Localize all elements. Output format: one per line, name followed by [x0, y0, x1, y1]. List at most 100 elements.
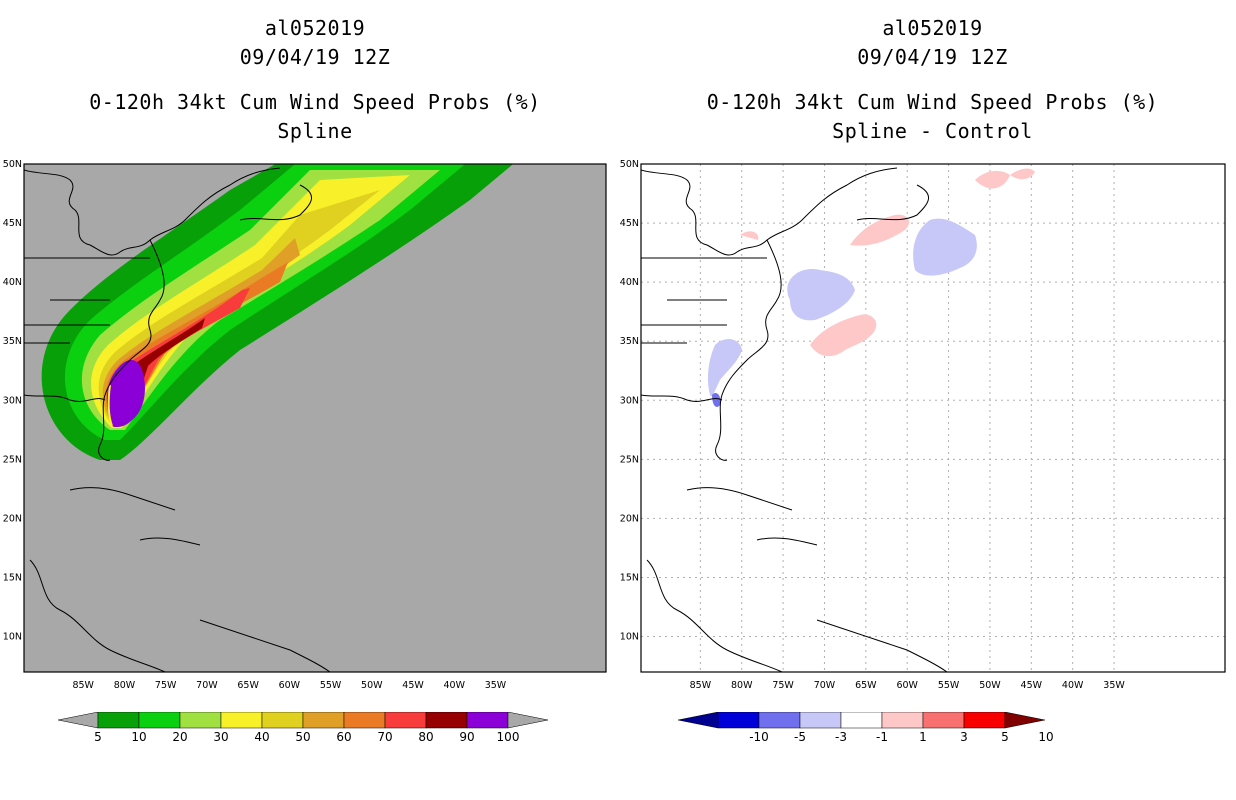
- colorbar-label: 70: [377, 730, 392, 744]
- lat-label: 15N: [3, 572, 22, 583]
- colorbar-label: 90: [459, 730, 474, 744]
- lon-label: 85W: [72, 680, 94, 690]
- lat-label: 15N: [620, 572, 639, 583]
- colorbar-label: 5: [1001, 730, 1009, 744]
- colorbar-swatch: [425, 712, 468, 729]
- left-lat-labels: 50N 45N 40N 35N 30N 25N 20N 15N 10N: [3, 159, 22, 643]
- lat-label: 40N: [620, 277, 639, 288]
- colorbar-swatch: [179, 712, 222, 729]
- colorbar-swatch: [466, 712, 509, 729]
- lon-label: 80W: [114, 680, 136, 690]
- colorbar-low-arrow: [677, 712, 719, 729]
- colorbar-label: 10: [131, 730, 146, 744]
- colorbar-label: -10: [749, 730, 769, 744]
- lat-label: 20N: [3, 513, 22, 524]
- lat-label: 45N: [620, 218, 639, 229]
- colorbar-swatch: [840, 712, 883, 729]
- right-datetime: 09/04/19 12Z: [857, 45, 1008, 69]
- left-map-panel: 50N 45N 40N 35N 30N 25N 20N 15N 10N 85W 80W 75W 70W…: [3, 159, 607, 690]
- lat-label: 30N: [3, 395, 22, 406]
- left-map-frame: [23, 163, 607, 673]
- colorbar-swatch: [97, 712, 140, 729]
- right-coastlines: [641, 167, 948, 672]
- lat-label: 25N: [620, 454, 639, 465]
- colorbar-label: 1: [919, 730, 927, 744]
- right-product: 0-120h 34kt Cum Wind Speed Probs (%): [706, 90, 1159, 114]
- right-map-panel: 50N 45N 40N 35N 30N 25N 20N 15N 10N 85W 80W 75W 70W…: [620, 159, 1226, 690]
- lon-label: 75W: [155, 680, 177, 690]
- right-difference-field: [707, 168, 1035, 407]
- right-lat-labels: 50N 45N 40N 35N 30N 25N 20N 15N 10N: [620, 159, 639, 643]
- lon-label: 65W: [855, 680, 877, 690]
- left-title: al052019 09/04/19 12Z 0-120h 34kt Cum Wi…: [24, 14, 606, 146]
- lon-label: 65W: [237, 680, 259, 690]
- right-title: al052019 09/04/19 12Z 0-120h 34kt Cum Wi…: [640, 14, 1225, 146]
- left-storm-id: al052019: [264, 16, 366, 40]
- colorbar-swatch: [717, 712, 760, 729]
- left-lon-labels: 85W 80W 75W 70W 65W 60W 55W 50W 45W 40W 35W: [72, 680, 506, 690]
- colorbar-swatch: [343, 712, 386, 729]
- lon-label: 40W: [1062, 680, 1084, 690]
- colorbar-label: -5: [794, 730, 806, 744]
- colorbar-label: 60: [336, 730, 351, 744]
- colorbar-label: 10: [1038, 730, 1053, 744]
- colorbar-swatch: [138, 712, 181, 729]
- colorbar-label: 30: [213, 730, 228, 744]
- lat-label: 10N: [3, 632, 22, 643]
- lat-label: 50N: [620, 159, 639, 170]
- lon-label: 85W: [690, 680, 712, 690]
- left-probability-swath: [41, 164, 514, 460]
- lon-label: 60W: [279, 680, 301, 690]
- colorbar-label: 50: [295, 730, 310, 744]
- lat-label: 35N: [620, 336, 639, 347]
- lat-label: 25N: [3, 454, 22, 465]
- colorbar-low-arrow: [57, 712, 99, 729]
- lon-label: 80W: [731, 680, 753, 690]
- colorbar-swatch: [922, 712, 965, 729]
- colorbar-swatch: [384, 712, 427, 729]
- lon-label: 50W: [361, 680, 383, 690]
- colorbar-label: 40: [254, 730, 269, 744]
- colorbar-swatch: [220, 712, 263, 729]
- lon-label: 35W: [485, 680, 507, 690]
- lon-label: 55W: [938, 680, 960, 690]
- colorbar-label: 5: [94, 730, 102, 744]
- colorbar-swatch: [302, 712, 345, 729]
- colorbar-high-arrow: [1004, 712, 1046, 729]
- left-product: 0-120h 34kt Cum Wind Speed Probs (%): [89, 90, 541, 114]
- lat-label: 45N: [3, 218, 22, 229]
- right-lon-labels: 85W 80W 75W 70W 65W 60W 55W 50W 45W 40W 35W: [690, 680, 1126, 690]
- colorbar-label: -1: [876, 730, 888, 744]
- lat-label: 40N: [3, 277, 22, 288]
- colorbar-swatch: [799, 712, 842, 729]
- left-method: Spline: [277, 119, 353, 143]
- left-coastlines: [24, 167, 331, 672]
- lat-label: 30N: [620, 395, 639, 406]
- colorbar-label: 100: [497, 730, 520, 744]
- lat-label: 50N: [3, 159, 22, 170]
- lon-label: 75W: [772, 680, 794, 690]
- right-map-frame: [640, 163, 1226, 673]
- lat-label: 35N: [3, 336, 22, 347]
- lon-label: 40W: [444, 680, 466, 690]
- lon-label: 55W: [320, 680, 342, 690]
- colorbar-label: -3: [835, 730, 847, 744]
- colorbar-high-arrow: [507, 712, 549, 729]
- colorbar-swatch: [758, 712, 801, 729]
- colorbar-swatch: [881, 712, 924, 729]
- lon-label: 35W: [1103, 680, 1125, 690]
- lon-label: 50W: [979, 680, 1001, 690]
- colorbar-label: 3: [960, 730, 968, 744]
- lat-label: 10N: [620, 632, 639, 643]
- colorbar-label: 20: [172, 730, 187, 744]
- left-datetime: 09/04/19 12Z: [239, 45, 391, 69]
- left-colorbar: 5 10 20 30 40 50 60 70 80 90 100: [57, 712, 549, 744]
- colorbar-label: 80: [418, 730, 433, 744]
- lon-label: 45W: [402, 680, 424, 690]
- lat-label: 20N: [620, 513, 639, 524]
- colorbar-swatch: [963, 712, 1006, 729]
- lon-label: 70W: [814, 680, 836, 690]
- lon-label: 60W: [896, 680, 918, 690]
- colorbar-swatch: [261, 712, 304, 729]
- right-storm-id: al052019: [882, 16, 983, 40]
